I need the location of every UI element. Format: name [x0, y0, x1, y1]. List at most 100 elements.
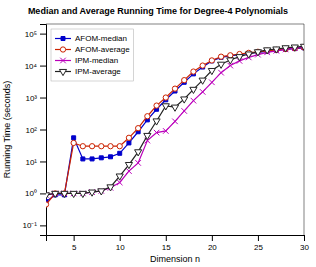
x-axis: 51015202530 [47, 235, 310, 252]
point [228, 53, 233, 58]
point [282, 46, 289, 52]
point [218, 54, 223, 59]
line [46, 46, 304, 195]
point [117, 144, 122, 149]
point [163, 95, 168, 100]
point [52, 191, 59, 197]
point [127, 141, 131, 145]
point [181, 97, 188, 103]
point [154, 130, 160, 136]
point [218, 70, 224, 76]
point [191, 69, 196, 74]
point [182, 78, 187, 83]
tick: 20 [208, 235, 217, 252]
point [79, 191, 86, 197]
point [89, 144, 94, 149]
legend-marker [61, 37, 65, 41]
title: Median and Average Running Time for Degr… [28, 6, 288, 16]
point [283, 47, 289, 53]
series [46, 45, 304, 207]
tick-label: 25 [254, 243, 263, 252]
point [108, 144, 113, 149]
point [200, 89, 206, 95]
tick: 10⁻¹ [22, 221, 46, 230]
point [191, 98, 197, 104]
point [90, 157, 94, 161]
point [108, 185, 114, 191]
tick-mark [120, 235, 121, 241]
tick-label: 10⁻¹ [22, 221, 37, 230]
frame-line [46, 24, 304, 25]
tick-mark [40, 98, 46, 99]
point [273, 47, 280, 53]
point [99, 156, 103, 160]
tick-label: 10³ [25, 94, 37, 103]
tick-label: 10⁵ [25, 30, 37, 39]
point [153, 119, 160, 125]
point [200, 63, 205, 68]
tick-mark [166, 235, 167, 241]
point [283, 46, 288, 51]
point [144, 133, 151, 139]
legend-label: IPM-average [75, 67, 121, 76]
line [46, 48, 304, 202]
legend-label: IPM-median [75, 56, 118, 65]
tick-label: 5 [72, 243, 77, 252]
tick-label: 30 [300, 243, 309, 252]
y-axis: 10⁻¹ 10⁰ 10¹ 10² 10³ 10⁴ 10⁵ [22, 25, 46, 236]
tick: 10⁵ [25, 30, 46, 39]
tick-mark [212, 235, 213, 241]
chart: 5101520253010⁻¹10⁰10¹10²10³10⁴10⁵AFOM-me… [0, 0, 316, 267]
point [98, 189, 105, 195]
axis-line [47, 236, 305, 242]
tick: 10⁰ [25, 189, 46, 198]
tick-mark [40, 66, 46, 67]
point [135, 150, 142, 156]
legend-frame [51, 29, 134, 81]
point [145, 114, 150, 119]
point [89, 190, 96, 196]
tick: 25 [254, 235, 263, 252]
tick-label: 10⁰ [25, 189, 37, 198]
data [46, 44, 304, 207]
tick: 10² [25, 126, 46, 135]
plot: 5101520253010⁻¹10⁰10¹10²10³10⁴10⁵AFOM-me… [22, 24, 309, 252]
tick-mark [304, 235, 305, 241]
point [72, 136, 76, 140]
legend: AFOM-median AFOM-average IPM-median IPM-ave… [51, 29, 134, 81]
point [172, 119, 178, 125]
legend-item: AFOM-median [55, 34, 127, 43]
tick-label: 20 [208, 243, 217, 252]
point [292, 46, 297, 51]
axis-line [40, 25, 47, 236]
line [46, 47, 304, 195]
point [245, 52, 252, 58]
legend-marker [59, 69, 66, 75]
legend-label: AFOM-average [75, 45, 130, 54]
tick-mark [74, 235, 75, 241]
series [46, 44, 304, 197]
tick-label: 15 [162, 243, 171, 252]
point [70, 191, 77, 197]
tick: 5 [72, 235, 77, 252]
point [301, 44, 304, 50]
point [135, 126, 140, 131]
tick-mark [40, 34, 46, 35]
tick-label: 10¹ [25, 158, 37, 167]
y-axis-title: Running Time (seconds) [2, 81, 12, 179]
point [46, 202, 49, 207]
point [80, 144, 85, 149]
point [291, 45, 298, 51]
tick-mark [258, 235, 259, 241]
legend-marker [60, 58, 66, 64]
point [71, 140, 76, 145]
point [118, 151, 122, 155]
point [301, 45, 304, 50]
tick-label: 10² [25, 126, 37, 135]
tick-label: 10⁴ [25, 62, 38, 71]
legend-item: IPM-median [55, 56, 118, 65]
point [99, 144, 104, 149]
point [209, 80, 215, 86]
point [171, 105, 178, 111]
point [135, 160, 141, 166]
